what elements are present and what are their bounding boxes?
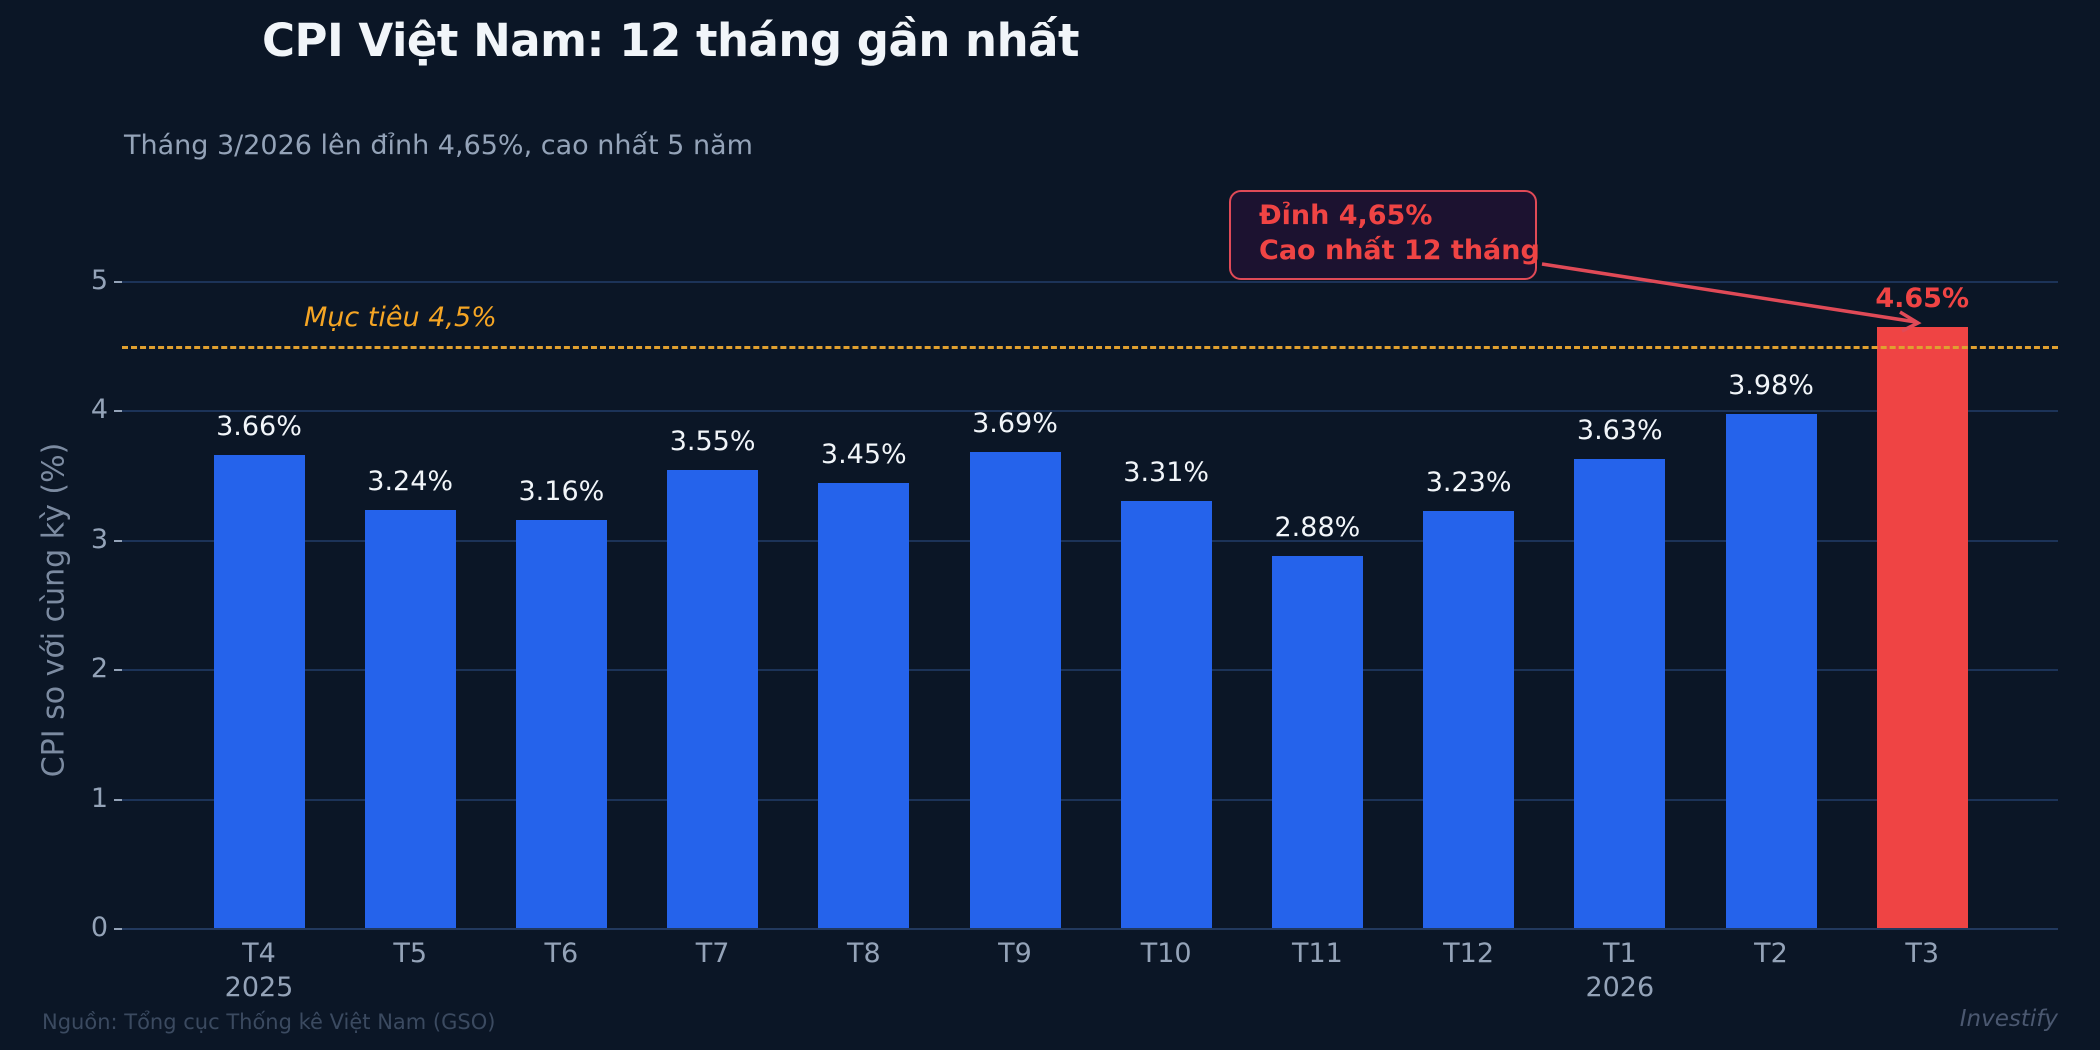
x-tick-label: T4 2025 xyxy=(224,938,294,1003)
bar-t11 xyxy=(1271,556,1363,929)
x-tick-label: T8 xyxy=(846,938,881,969)
y-tick-label: 0 xyxy=(90,912,108,943)
y-tick-mark xyxy=(114,539,122,542)
bar-value-label: 3.69% xyxy=(972,407,1058,439)
x-tick-label: T11 xyxy=(1291,938,1343,969)
x-tick-label: T12 xyxy=(1443,938,1495,969)
chart-subtitle: Tháng 3/2026 lên đỉnh 4,65%, cao nhất 5 … xyxy=(124,130,753,161)
bar-value-label: 4.65% xyxy=(1875,283,1970,315)
x-tick-mark xyxy=(1618,929,1621,937)
callout-line-1: Đỉnh 4,65% xyxy=(1259,200,1433,231)
bar-value-label: 3.98% xyxy=(1728,369,1814,401)
bar-value-label: 3.31% xyxy=(1123,456,1210,488)
bar-t8 xyxy=(818,482,910,929)
source-note: Nguồn: Tổng cục Thống kê Việt Nam (GSO) xyxy=(42,1010,496,1034)
y-tick-mark xyxy=(114,669,122,672)
x-tick-label: T10 xyxy=(1140,938,1192,969)
gridline xyxy=(122,410,2058,413)
x-tick-mark xyxy=(258,929,260,937)
gridline xyxy=(122,798,2058,801)
target-label: Mục tiêu 4,5% xyxy=(304,302,497,333)
x-tick-mark xyxy=(711,929,714,937)
y-tick-mark xyxy=(114,410,122,413)
x-tick-label: T6 xyxy=(544,938,579,969)
x-tick-mark xyxy=(1467,929,1470,937)
bar-t10 xyxy=(1120,500,1212,929)
y-tick-label: 3 xyxy=(90,523,108,555)
x-tick-label: T1 2026 xyxy=(1585,938,1655,1003)
y-tick-mark xyxy=(114,281,122,283)
bar-t5 xyxy=(364,509,456,929)
x-tick-mark xyxy=(1316,929,1319,937)
bar-t4 xyxy=(213,455,305,929)
peak-callout: Đỉnh 4,65% Cao nhất 12 tháng xyxy=(1229,190,1540,280)
bar-value-label: 3.24% xyxy=(367,465,454,497)
gridline xyxy=(122,539,2058,542)
target-reference-line xyxy=(122,345,2058,349)
bar-value-label: 3.16% xyxy=(518,476,605,508)
x-tick-label: T5 xyxy=(393,938,428,969)
chart-title: CPI Việt Nam: 12 tháng gần nhất xyxy=(262,14,1080,67)
bar-t12 xyxy=(1423,511,1515,929)
x-tick-mark xyxy=(1014,929,1016,937)
x-tick-mark xyxy=(1921,929,1924,937)
bar-t6 xyxy=(515,520,607,929)
y-tick-label: 5 xyxy=(90,265,108,296)
bar-value-label: 2.88% xyxy=(1274,512,1361,544)
bar-t7 xyxy=(667,469,759,929)
gridline xyxy=(122,281,2058,283)
x-tick-label: T7 xyxy=(695,938,730,969)
gridline xyxy=(122,669,2058,672)
callout-line-2: Cao nhất 12 tháng xyxy=(1259,235,1540,266)
x-axis-line xyxy=(122,928,2058,930)
bar-t1 xyxy=(1574,459,1666,929)
x-tick-label: T9 xyxy=(998,938,1032,969)
x-tick-mark xyxy=(1165,929,1168,937)
y-tick-label: 2 xyxy=(90,653,108,685)
x-tick-mark xyxy=(409,929,412,937)
bar-t9 xyxy=(969,451,1061,929)
x-tick-mark xyxy=(1770,929,1772,937)
bar-value-label: 3.63% xyxy=(1576,415,1663,447)
brand-watermark: Investify xyxy=(1959,1006,2058,1032)
bar-value-label: 3.45% xyxy=(820,438,907,470)
x-tick-label: T3 xyxy=(1905,938,1940,969)
y-tick-mark xyxy=(114,798,122,801)
bar-value-label: 3.23% xyxy=(1425,467,1512,499)
bar-t3 xyxy=(1876,327,1968,929)
y-tick-mark xyxy=(114,928,122,930)
bar-t2 xyxy=(1725,413,1817,929)
bar-value-label: 3.55% xyxy=(669,425,756,457)
x-tick-mark xyxy=(560,929,563,937)
bar-value-label: 3.66% xyxy=(216,411,302,443)
y-tick-label: 1 xyxy=(90,782,108,814)
x-tick-mark xyxy=(862,929,865,937)
x-tick-label: T2 xyxy=(1754,938,1788,969)
y-tick-label: 4 xyxy=(90,394,108,426)
